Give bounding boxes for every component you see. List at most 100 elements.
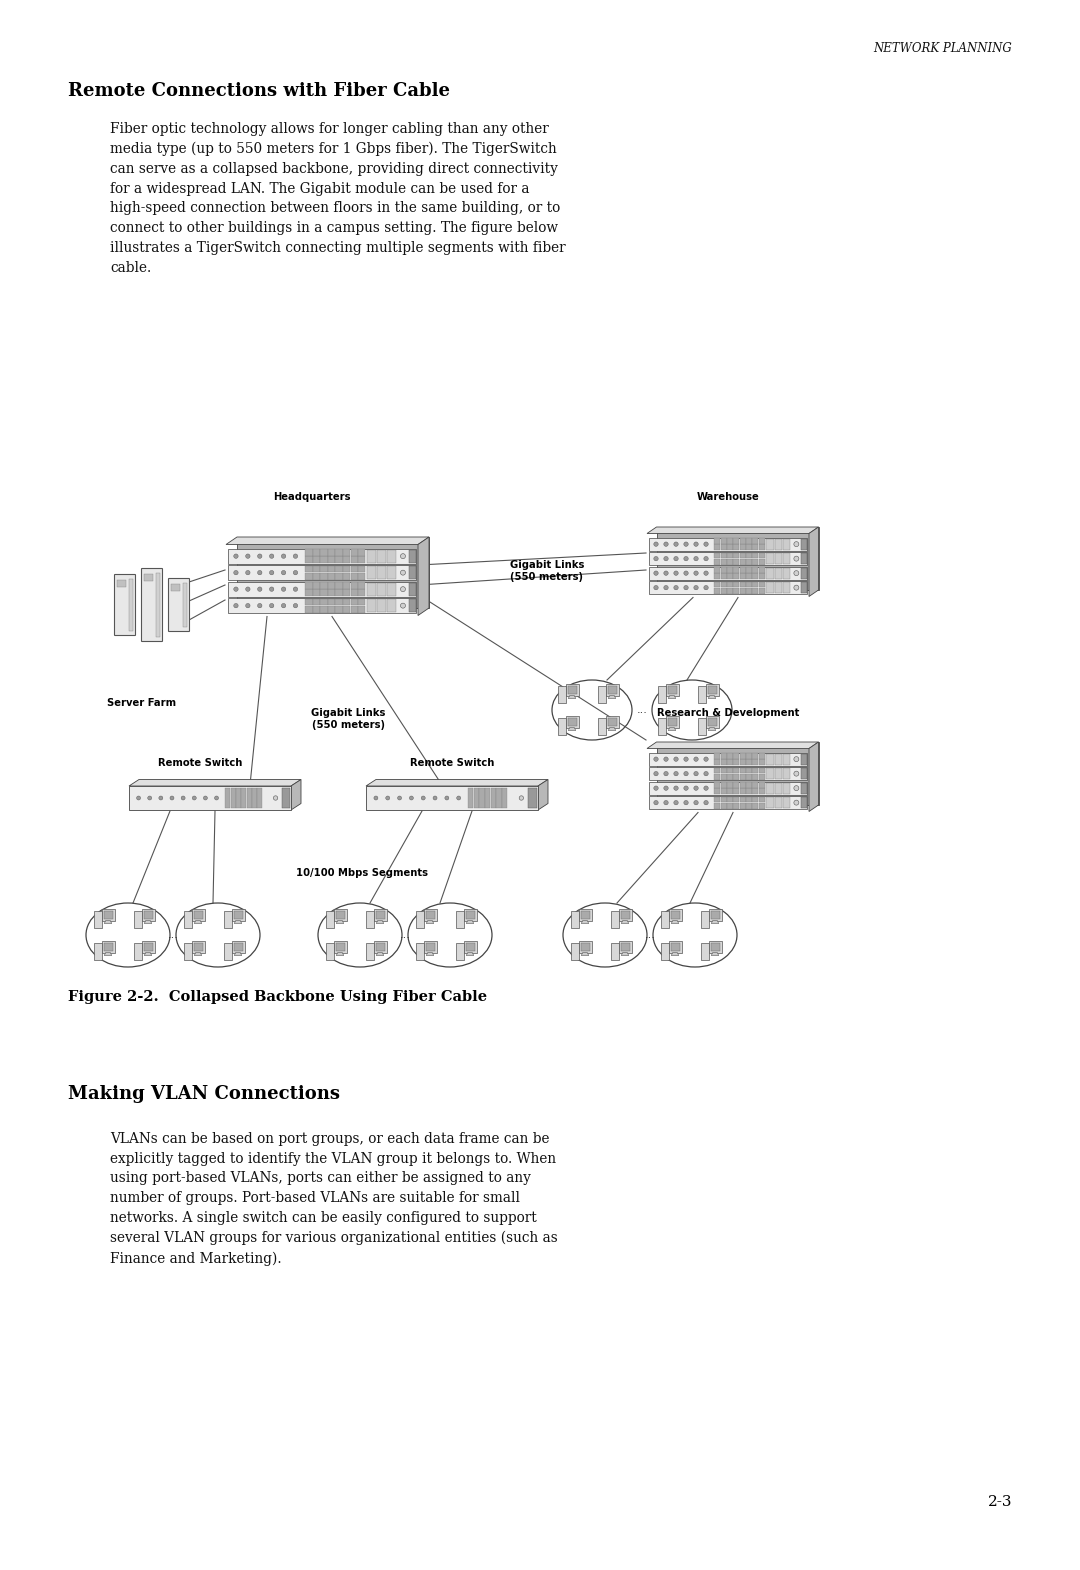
Circle shape xyxy=(170,796,174,801)
FancyBboxPatch shape xyxy=(753,796,758,802)
FancyBboxPatch shape xyxy=(237,788,241,809)
FancyBboxPatch shape xyxy=(232,909,245,920)
FancyBboxPatch shape xyxy=(343,606,350,612)
FancyBboxPatch shape xyxy=(727,782,733,788)
Polygon shape xyxy=(581,920,589,923)
FancyBboxPatch shape xyxy=(720,774,727,780)
FancyBboxPatch shape xyxy=(714,754,720,758)
FancyBboxPatch shape xyxy=(141,568,162,642)
Circle shape xyxy=(148,796,151,801)
Circle shape xyxy=(192,796,197,801)
FancyBboxPatch shape xyxy=(376,911,386,918)
Circle shape xyxy=(653,771,658,776)
Circle shape xyxy=(704,757,708,761)
FancyBboxPatch shape xyxy=(740,782,745,788)
Polygon shape xyxy=(234,953,242,956)
Polygon shape xyxy=(237,537,429,608)
Circle shape xyxy=(282,603,286,608)
Circle shape xyxy=(794,771,799,776)
Circle shape xyxy=(653,571,658,575)
FancyBboxPatch shape xyxy=(727,788,733,794)
FancyBboxPatch shape xyxy=(767,553,773,564)
FancyBboxPatch shape xyxy=(753,760,758,765)
FancyBboxPatch shape xyxy=(774,553,782,564)
FancyBboxPatch shape xyxy=(758,581,765,587)
Circle shape xyxy=(653,586,658,590)
FancyBboxPatch shape xyxy=(328,598,335,606)
FancyBboxPatch shape xyxy=(746,545,752,550)
FancyBboxPatch shape xyxy=(359,582,365,589)
Circle shape xyxy=(409,796,414,801)
FancyBboxPatch shape xyxy=(185,911,191,928)
FancyBboxPatch shape xyxy=(359,598,365,606)
FancyBboxPatch shape xyxy=(611,911,619,928)
FancyBboxPatch shape xyxy=(571,911,579,928)
Text: Remote Switch: Remote Switch xyxy=(158,758,242,768)
Polygon shape xyxy=(568,696,576,699)
Circle shape xyxy=(794,542,799,546)
Text: Research & Development: Research & Development xyxy=(657,708,799,717)
Circle shape xyxy=(257,587,262,592)
FancyBboxPatch shape xyxy=(321,565,327,573)
FancyBboxPatch shape xyxy=(714,796,720,802)
FancyBboxPatch shape xyxy=(753,539,758,543)
FancyBboxPatch shape xyxy=(733,774,740,780)
FancyBboxPatch shape xyxy=(727,573,733,579)
Polygon shape xyxy=(226,537,429,545)
Polygon shape xyxy=(581,953,589,956)
FancyBboxPatch shape xyxy=(783,568,791,578)
FancyBboxPatch shape xyxy=(720,760,727,765)
Circle shape xyxy=(653,556,658,560)
FancyBboxPatch shape xyxy=(427,944,435,950)
FancyBboxPatch shape xyxy=(105,944,113,950)
FancyBboxPatch shape xyxy=(658,686,665,703)
FancyBboxPatch shape xyxy=(758,587,765,593)
FancyBboxPatch shape xyxy=(740,581,745,587)
Polygon shape xyxy=(105,953,111,956)
FancyBboxPatch shape xyxy=(712,944,720,950)
FancyBboxPatch shape xyxy=(733,760,740,765)
FancyBboxPatch shape xyxy=(558,686,566,703)
FancyBboxPatch shape xyxy=(753,545,758,550)
FancyBboxPatch shape xyxy=(282,788,291,809)
FancyBboxPatch shape xyxy=(336,911,346,918)
Circle shape xyxy=(270,603,274,608)
FancyBboxPatch shape xyxy=(733,573,740,579)
FancyBboxPatch shape xyxy=(497,788,502,809)
Circle shape xyxy=(445,796,449,801)
FancyBboxPatch shape xyxy=(321,589,327,597)
FancyBboxPatch shape xyxy=(746,796,752,802)
FancyBboxPatch shape xyxy=(649,553,807,565)
FancyBboxPatch shape xyxy=(767,783,773,793)
FancyBboxPatch shape xyxy=(783,539,791,549)
FancyBboxPatch shape xyxy=(313,606,320,612)
FancyBboxPatch shape xyxy=(658,717,665,735)
FancyBboxPatch shape xyxy=(114,575,135,636)
FancyBboxPatch shape xyxy=(774,582,782,593)
FancyBboxPatch shape xyxy=(228,582,416,597)
FancyBboxPatch shape xyxy=(758,573,765,579)
FancyBboxPatch shape xyxy=(720,539,727,543)
FancyBboxPatch shape xyxy=(328,582,335,589)
FancyBboxPatch shape xyxy=(117,579,126,587)
FancyBboxPatch shape xyxy=(714,587,720,593)
Circle shape xyxy=(693,757,699,761)
FancyBboxPatch shape xyxy=(376,944,386,950)
FancyBboxPatch shape xyxy=(774,768,782,779)
FancyBboxPatch shape xyxy=(232,940,245,953)
FancyBboxPatch shape xyxy=(313,573,320,579)
FancyBboxPatch shape xyxy=(720,788,727,794)
Text: Warehouse: Warehouse xyxy=(697,491,759,502)
Circle shape xyxy=(684,787,688,790)
FancyBboxPatch shape xyxy=(456,911,463,928)
FancyBboxPatch shape xyxy=(670,909,683,920)
FancyBboxPatch shape xyxy=(94,911,102,928)
Circle shape xyxy=(245,587,251,592)
Circle shape xyxy=(215,796,218,801)
FancyBboxPatch shape xyxy=(727,768,733,774)
Circle shape xyxy=(257,570,262,575)
FancyBboxPatch shape xyxy=(336,582,342,589)
Polygon shape xyxy=(657,743,819,805)
FancyBboxPatch shape xyxy=(416,944,423,961)
Circle shape xyxy=(684,801,688,805)
